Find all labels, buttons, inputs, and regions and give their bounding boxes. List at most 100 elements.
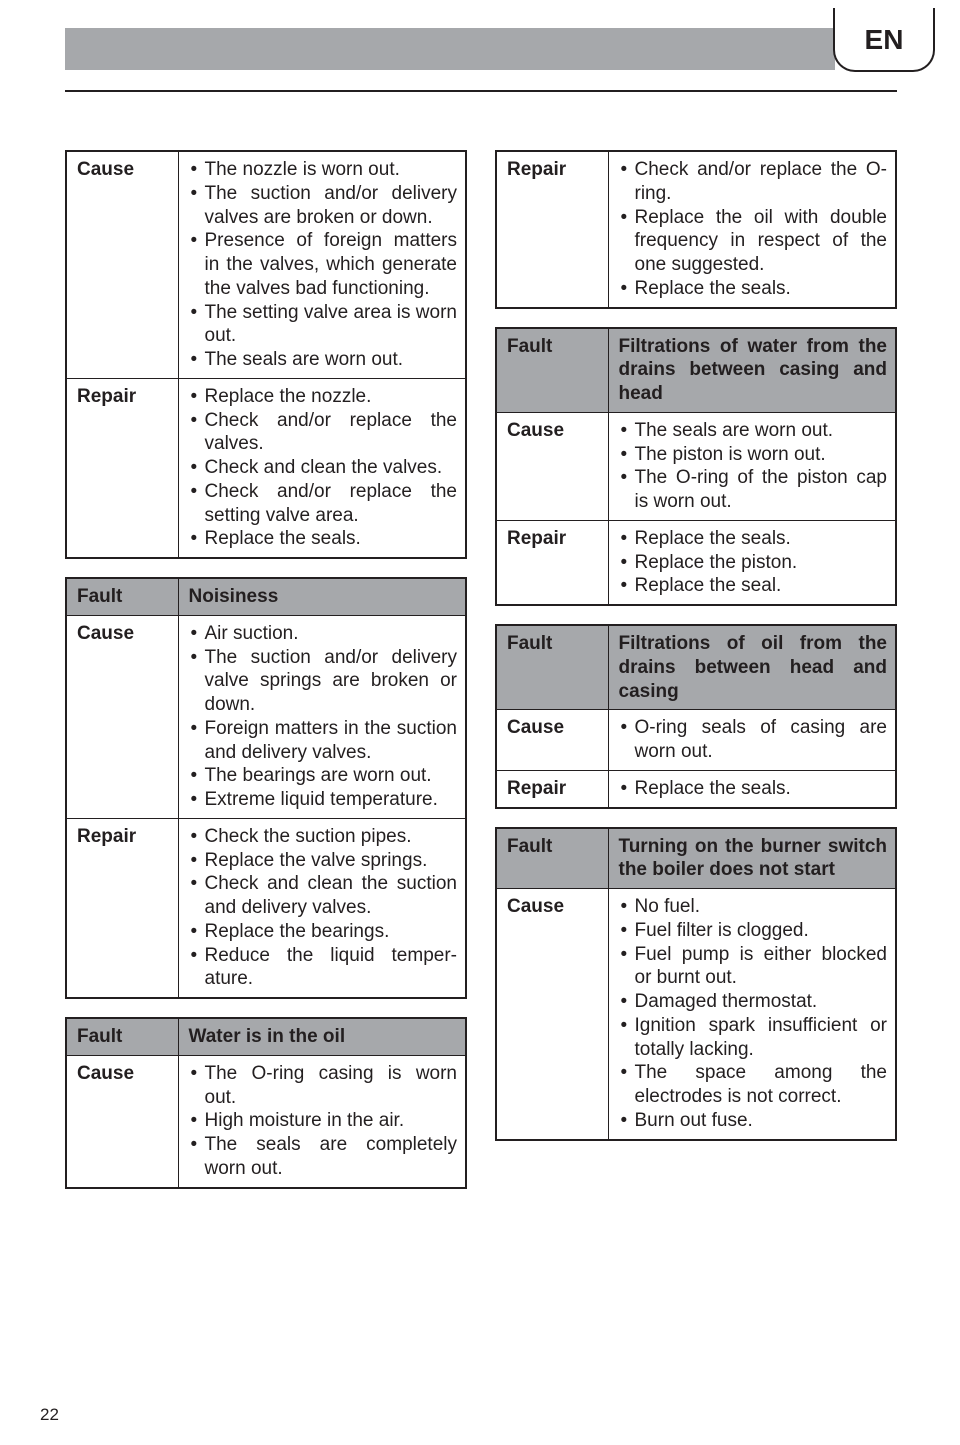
left-column: CauseThe nozzle is worn out.The suction … — [65, 150, 467, 1189]
row-label: Repair — [496, 520, 608, 605]
row-value: Noisiness — [178, 578, 466, 615]
list-item: The suction and/or deliv­ery valve sprin… — [189, 646, 458, 717]
row-label: Fault — [66, 578, 178, 615]
row-label: Cause — [66, 615, 178, 818]
list-item: Air suction. — [189, 622, 458, 646]
list-item: Reduce the liquid temper­ature. — [189, 944, 458, 992]
row-value: Turning on the burner switch the boiler … — [608, 828, 896, 889]
list-item: Check the suction pipes. — [189, 825, 458, 849]
table-row: RepairReplace the seals.Replace the pist… — [496, 520, 896, 605]
bullet-list: The O-ring casing is worn out.High moist… — [189, 1062, 458, 1181]
list-item: The nozzle is worn out. — [189, 158, 458, 182]
row-label: Repair — [66, 818, 178, 998]
row-value: The seals are worn out.The piston is wor… — [608, 412, 896, 520]
row-label: Fault — [496, 625, 608, 710]
row-label: Repair — [66, 378, 178, 558]
page-number: 22 — [40, 1404, 59, 1425]
list-item: Check and clean the suc­tion and deliver… — [189, 872, 458, 920]
list-item: The bearings are worn out. — [189, 764, 458, 788]
bullet-list: Check the suction pipes.Replace the valv… — [189, 825, 458, 991]
list-item: O-ring seals of casing are worn out. — [619, 716, 888, 764]
list-item: Replace the piston. — [619, 551, 888, 575]
row-value: Replace the seals. — [608, 770, 896, 807]
table-row: FaultFiltrations of water from the drain… — [496, 328, 896, 413]
language-tab: EN — [833, 8, 935, 72]
row-label: Cause — [496, 710, 608, 771]
table-row: CauseThe seals are worn out.The piston i… — [496, 412, 896, 520]
bullet-list: Replace the seals.Replace the piston.Rep… — [619, 527, 888, 598]
list-item: Replace the seals. — [619, 277, 888, 301]
list-item: The O-ring of the piston cap is worn out… — [619, 466, 888, 514]
list-item: Fuel pump is either blocked or burnt out… — [619, 943, 888, 991]
table-row: CauseThe O-ring casing is worn out.High … — [66, 1055, 466, 1187]
troubleshooting-table: FaultNoisinessCauseAir suction.The sucti… — [65, 577, 467, 999]
list-item: Replace the seals. — [619, 527, 888, 551]
row-label: Cause — [66, 1055, 178, 1187]
row-label: Cause — [496, 412, 608, 520]
list-item: The piston is worn out. — [619, 443, 888, 467]
list-item: Check and/or replace the O-ring. — [619, 158, 888, 206]
right-column: RepairCheck and/or replace the O-ring.Re… — [495, 150, 897, 1189]
list-item: Check and/or replace the setting valve a… — [189, 480, 458, 528]
troubleshooting-table: FaultFiltrations of water from the drain… — [495, 327, 897, 607]
row-value: No fuel.Fuel filter is clogged.Fuel pump… — [608, 889, 896, 1140]
table-row: RepairCheck the suction pipes.Replace th… — [66, 818, 466, 998]
row-value: Air suction.The suction and/or deliv­ery… — [178, 615, 466, 818]
content-area: CauseThe nozzle is worn out.The suction … — [65, 150, 897, 1189]
bullet-list: O-ring seals of casing are worn out. — [619, 716, 888, 764]
list-item: Check and clean the valves. — [189, 456, 458, 480]
row-value: Check and/or replace the O-ring.Replace … — [608, 151, 896, 308]
row-value: Replace the nozzle.Check and/or replace … — [178, 378, 466, 558]
table-row: CauseAir suction.The suction and/or deli… — [66, 615, 466, 818]
list-item: The O-ring casing is worn out. — [189, 1062, 458, 1110]
list-item: Replace the seals. — [619, 777, 888, 801]
row-label: Fault — [496, 828, 608, 889]
list-item: The seals are worn out. — [189, 348, 458, 372]
list-item: Damaged thermostat. — [619, 990, 888, 1014]
row-value: The nozzle is worn out.The suction and/o… — [178, 151, 466, 378]
bullet-list: The seals are worn out.The piston is wor… — [619, 419, 888, 514]
row-label: Fault — [496, 328, 608, 413]
list-item: Replace the oil with dou­ble frequency i… — [619, 206, 888, 277]
header-rule — [65, 90, 897, 92]
list-item: Replace the bearings. — [189, 920, 458, 944]
row-value: Filtrations of oil from the drains betwe… — [608, 625, 896, 710]
row-label: Cause — [496, 889, 608, 1140]
table-row: RepairReplace the nozzle.Check and/or re… — [66, 378, 466, 558]
bullet-list: Replace the nozzle.Check and/or replace … — [189, 385, 458, 551]
bullet-list: Replace the seals. — [619, 777, 888, 801]
list-item: Replace the seals. — [189, 527, 458, 551]
list-item: The setting valve area is worn out. — [189, 301, 458, 349]
table-row: CauseThe nozzle is worn out.The suction … — [66, 151, 466, 378]
list-item: Fuel filter is clogged. — [619, 919, 888, 943]
bullet-list: The nozzle is worn out.The suction and/o… — [189, 158, 458, 372]
row-value: Replace the seals.Replace the piston.Rep… — [608, 520, 896, 605]
table-row: FaultNoisiness — [66, 578, 466, 615]
row-value: Water is in the oil — [178, 1018, 466, 1055]
row-label: Repair — [496, 151, 608, 308]
row-value: Filtrations of water from the drains bet… — [608, 328, 896, 413]
list-item: Check and/or replace the valves. — [189, 409, 458, 457]
row-label: Fault — [66, 1018, 178, 1055]
table-row: CauseO-ring seals of casing are worn out… — [496, 710, 896, 771]
troubleshooting-table: FaultWater is in the oilCauseThe O-ring … — [65, 1017, 467, 1189]
list-item: Foreign matters in the suc­tion and deli… — [189, 717, 458, 765]
bullet-list: No fuel.Fuel filter is clogged.Fuel pump… — [619, 895, 888, 1133]
list-item: The seals are completely worn out. — [189, 1133, 458, 1181]
list-item: Replace the nozzle. — [189, 385, 458, 409]
bullet-list: Air suction.The suction and/or deliv­ery… — [189, 622, 458, 812]
list-item: Burn out fuse. — [619, 1109, 888, 1133]
list-item: Ignition spark insufficient or totally l… — [619, 1014, 888, 1062]
list-item: Presence of foreign mat­ters in the valv… — [189, 229, 458, 300]
row-label: Cause — [66, 151, 178, 378]
list-item: Extreme liquid tempera­ture. — [189, 788, 458, 812]
table-row: FaultTurning on the burner switch the bo… — [496, 828, 896, 889]
table-row: Repair Replace the seals. — [496, 770, 896, 807]
list-item: Replace the valve springs. — [189, 849, 458, 873]
list-item: The seals are worn out. — [619, 419, 888, 443]
troubleshooting-table: CauseThe nozzle is worn out.The suction … — [65, 150, 467, 559]
row-value: The O-ring casing is worn out.High moist… — [178, 1055, 466, 1187]
troubleshooting-table: FaultTurning on the burner switch the bo… — [495, 827, 897, 1141]
table-row: RepairCheck and/or replace the O-ring.Re… — [496, 151, 896, 308]
row-label: Repair — [496, 770, 608, 807]
